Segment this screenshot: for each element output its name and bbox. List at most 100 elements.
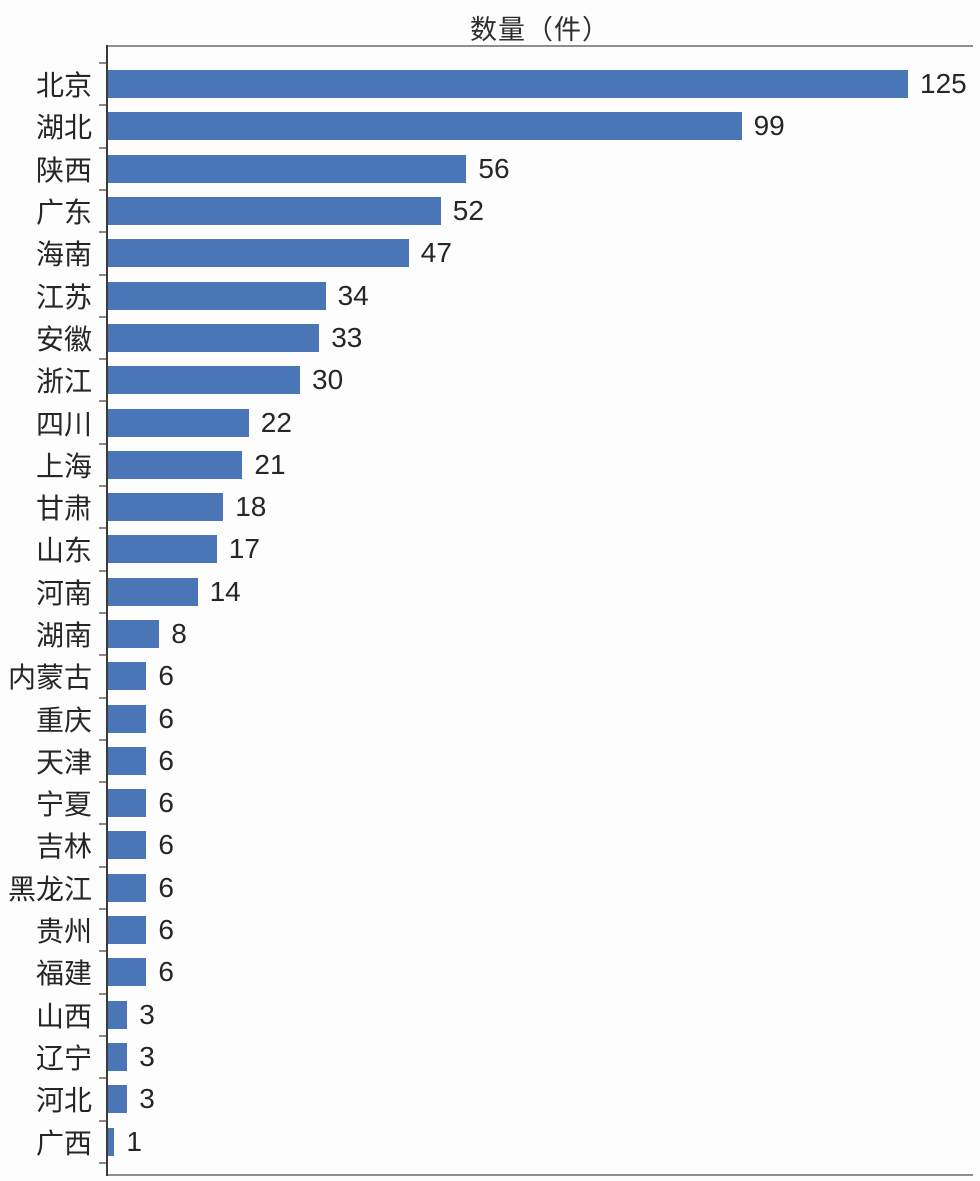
category-axis-labels: 北京 湖北 陕西 广东 海南 江苏 安徽 浙江 四川 上海 甘肃 山东 河南 湖南 内蒙古 重庆 天津 宁夏 吉林黑… <box>0 63 99 1163</box>
bar-row: 17 <box>108 528 972 570</box>
value-label: 8 <box>171 618 187 649</box>
bar-row: 34 <box>108 274 972 316</box>
y-axis-tick <box>99 485 106 487</box>
bar-row: 99 <box>108 105 972 147</box>
chart-title: 数量（件） <box>470 15 610 45</box>
category-label: 辽宁 <box>35 1042 92 1074</box>
bar <box>108 746 147 775</box>
bar <box>108 281 326 310</box>
value-label: 6 <box>158 871 174 903</box>
bar-row: 6 <box>108 655 972 697</box>
bar-row: 30 <box>108 359 972 401</box>
value-label: 6 <box>158 744 174 776</box>
bar <box>108 873 147 902</box>
y-axis-tick <box>99 611 106 614</box>
value-label: 6 <box>158 702 174 734</box>
category-label: 广东 <box>35 197 92 229</box>
bar <box>108 493 224 522</box>
bar-row: 21 <box>108 444 972 486</box>
bar <box>108 620 160 648</box>
y-axis-tick <box>99 1077 106 1080</box>
category-label: 广西 <box>35 1127 92 1159</box>
bar <box>108 1042 128 1071</box>
y-axis-tick <box>99 188 106 191</box>
category-label: 黑龙江 <box>7 873 92 905</box>
y-axis-tick <box>99 823 106 826</box>
category-label: 贵州 <box>35 916 92 948</box>
bar-row: 6 <box>108 740 972 782</box>
bar-row: 6 <box>108 824 972 866</box>
y-axis-tick <box>99 569 106 572</box>
bar-row: 8 <box>108 613 972 655</box>
bars-container: 125 99 56 52 47 34 33 30 22 21 18 17 14 8 6 6 6 6 6 6 6 6 3 3 3 1 <box>108 63 972 1163</box>
category-label: 重庆 <box>35 704 92 736</box>
bar-row: 125 <box>108 63 972 105</box>
bar-row: 14 <box>108 571 972 613</box>
y-axis-tick <box>99 1034 106 1037</box>
bar-row: 52 <box>108 190 972 232</box>
y-axis-tick <box>99 865 106 868</box>
category-label: 湖南 <box>35 620 92 651</box>
bar-row: 3 <box>108 994 972 1036</box>
category-label: 山东 <box>35 535 92 567</box>
bar <box>108 70 908 99</box>
bar-row: 6 <box>108 782 972 824</box>
bar-row: 47 <box>108 232 972 274</box>
category-label: 北京 <box>35 70 92 102</box>
y-axis-tick <box>99 358 106 361</box>
value-label: 6 <box>158 956 174 988</box>
plot-area <box>107 45 973 1176</box>
y-axis <box>106 45 108 1176</box>
category-label: 江苏 <box>35 281 92 313</box>
bar-row: 6 <box>108 909 972 951</box>
category-label: 宁夏 <box>35 789 92 821</box>
bar-row: 3 <box>108 1078 972 1120</box>
y-axis-tick <box>99 315 106 318</box>
category-label: 吉林 <box>35 831 92 863</box>
value-label: 47 <box>420 237 452 269</box>
value-label: 30 <box>312 364 344 396</box>
category-label: 山西 <box>35 1000 92 1032</box>
category-label: 陕西 <box>35 154 92 186</box>
value-label: 3 <box>139 1040 155 1072</box>
bar <box>108 831 147 860</box>
category-label: 内蒙古 <box>7 662 92 694</box>
y-axis-tick <box>99 781 106 784</box>
bar-row: 56 <box>108 148 972 190</box>
bar <box>108 662 147 691</box>
y-axis-tick <box>99 950 106 953</box>
bar <box>108 1085 128 1114</box>
value-label: 6 <box>158 787 174 819</box>
category-label: 河北 <box>35 1085 92 1117</box>
bar-row: 18 <box>108 486 972 528</box>
bar <box>108 789 147 818</box>
y-axis-tick <box>99 146 106 149</box>
value-label: 6 <box>158 660 174 692</box>
bar <box>108 535 217 564</box>
bar <box>108 916 147 945</box>
value-label: 3 <box>139 1083 155 1115</box>
bar <box>108 1000 128 1029</box>
y-axis-tick <box>99 442 106 445</box>
value-label: 21 <box>254 448 286 480</box>
y-axis-tick <box>99 527 106 530</box>
bar <box>108 112 742 141</box>
bar-row: 6 <box>108 951 972 993</box>
bar <box>108 1127 115 1156</box>
category-label: 四川 <box>35 408 92 440</box>
category-label: 湖北 <box>35 112 92 144</box>
value-label: 3 <box>139 998 155 1030</box>
bar <box>108 450 243 479</box>
bar <box>108 154 467 183</box>
bar <box>108 408 249 437</box>
category-label: 上海 <box>35 450 92 482</box>
value-label: 17 <box>228 533 260 565</box>
category-label: 河南 <box>35 577 92 609</box>
category-label: 浙江 <box>35 366 92 398</box>
bar <box>108 239 409 268</box>
value-label: 1 <box>126 1125 142 1157</box>
value-label: 6 <box>158 829 174 861</box>
value-label: 125 <box>920 68 967 100</box>
value-label: 34 <box>337 279 369 311</box>
